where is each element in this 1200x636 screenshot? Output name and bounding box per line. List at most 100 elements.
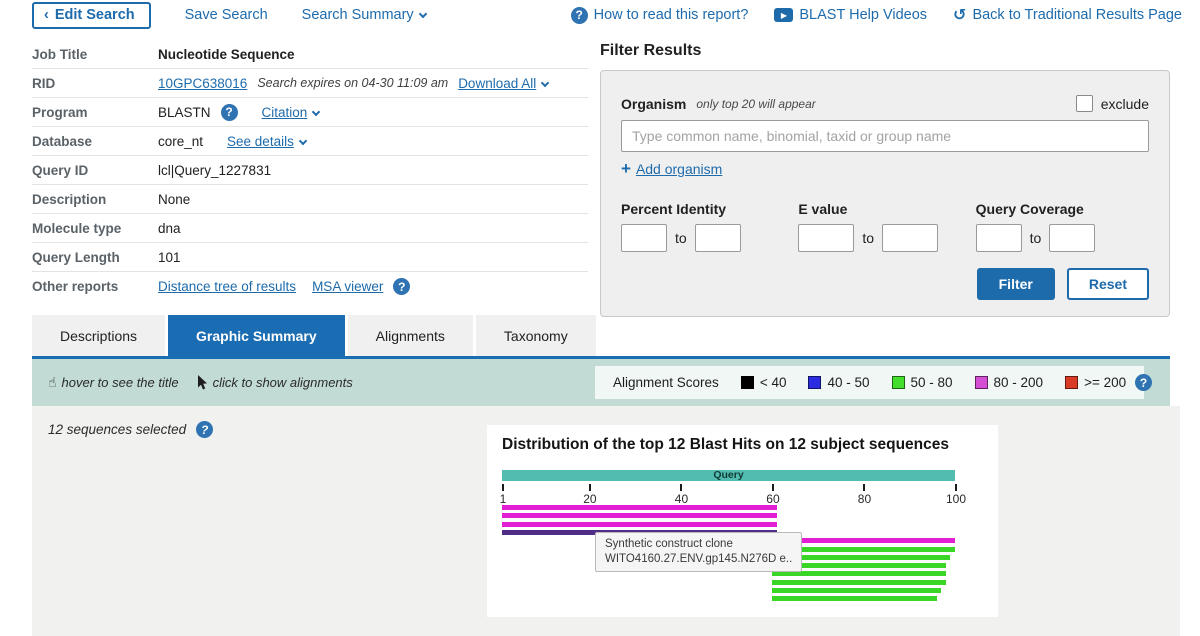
legend-item: 40 - 50	[808, 375, 870, 390]
hit-bar[interactable]	[776, 538, 955, 544]
legend-item: 80 - 200	[974, 375, 1043, 390]
filter-button[interactable]: Filter	[976, 268, 1055, 300]
save-search-link[interactable]: Save Search	[184, 7, 268, 23]
query-coverage-min-input[interactable]	[975, 224, 1022, 252]
legend-item: < 40	[740, 375, 786, 390]
search-summary-dropdown[interactable]: Search Summary	[302, 7, 427, 23]
hit-bar[interactable]	[771, 563, 946, 569]
chart-title: Distribution of the top 12 Blast Hits on…	[502, 436, 949, 453]
graphic-summary-panel: 12 sequences selected Distribution of th…	[32, 406, 1180, 636]
question-circle-icon[interactable]	[220, 103, 238, 121]
hit-tooltip: Synthetic construct clone WITO4160.27.EN…	[595, 532, 803, 572]
alignment-scores-title: Alignment Scores	[613, 375, 719, 390]
percent-identity-label: Percent Identity	[621, 201, 727, 217]
hit-bar[interactable]	[771, 579, 946, 585]
help-videos-link[interactable]: BLAST Help Videos	[774, 7, 927, 23]
hit-bar[interactable]	[502, 505, 777, 510]
hover-hint: hover to see the title	[48, 374, 179, 391]
query-bar-label: Query	[713, 469, 744, 482]
query-length-label: Query Length	[32, 249, 120, 265]
see-details-dropdown[interactable]: See details	[227, 133, 308, 149]
rid-link[interactable]: 10GPC638016	[158, 75, 248, 91]
back-traditional-label: Back to Traditional Results Page	[972, 7, 1182, 23]
percent-identity-min-input[interactable]	[621, 224, 667, 252]
plus-icon: +	[621, 159, 631, 178]
back-traditional-link[interactable]: Back to Traditional Results Page	[953, 5, 1182, 25]
tab-alignments[interactable]: Alignments	[347, 315, 473, 356]
legend-label: 50 - 80	[910, 375, 953, 390]
legend-bar: hover to see the title click to show ali…	[32, 359, 1170, 406]
query-bar: Query	[502, 470, 955, 481]
exclude-checkbox[interactable]	[1075, 95, 1093, 112]
filter-results-title: Filter Results	[600, 42, 702, 59]
sequences-selected-text: 12 sequences selected	[48, 422, 187, 437]
msa-viewer-link[interactable]: MSA viewer	[312, 279, 384, 294]
rid-expiry-note: Search expires on 04-30 11:09 am	[257, 76, 449, 90]
question-circle-icon	[570, 6, 588, 24]
cursor-arrow-icon	[197, 375, 207, 390]
how-to-read-link[interactable]: How to read this report?	[570, 6, 749, 24]
tooltip-line2: WITO4160.27.ENV.gp145.N276D e..	[605, 552, 793, 565]
molecule-type-value: dna	[158, 220, 181, 236]
how-to-read-label: How to read this report?	[593, 7, 749, 23]
query-id-row: Query ID lcl|Query_1227831	[32, 156, 588, 185]
tab-graphic-summary[interactable]: Graphic Summary	[168, 315, 345, 356]
program-label: Program	[32, 104, 88, 120]
reset-button[interactable]: Reset	[1066, 268, 1149, 300]
database-value: core_nt	[158, 133, 204, 149]
axis-tick	[588, 484, 591, 491]
query-coverage-group: Query Coverage to	[975, 201, 1149, 252]
description-row: Description None	[32, 185, 588, 214]
tab-descriptions[interactable]: Descriptions	[32, 315, 166, 356]
axis-tick	[502, 484, 504, 491]
hover-hint-label: hover to see the title	[61, 375, 179, 390]
legend-swatch-icon	[740, 376, 754, 389]
database-label: Database	[32, 133, 93, 149]
top-toolbar: ‹ Edit Search Save Search Search Summary …	[32, 0, 1182, 30]
query-coverage-label: Query Coverage	[975, 201, 1084, 217]
hit-bar[interactable]	[781, 554, 951, 560]
axis-tick-label: 40	[674, 492, 689, 506]
hit-bar[interactable]	[502, 521, 777, 527]
hit-bar[interactable]	[771, 596, 937, 602]
hit-bar[interactable]	[502, 513, 777, 519]
organism-label: Organism	[621, 95, 687, 112]
hit-bar[interactable]	[771, 588, 942, 593]
evalue-max-input[interactable]	[882, 224, 939, 252]
question-circle-icon[interactable]	[393, 278, 411, 295]
query-length-row: Query Length 101	[32, 243, 588, 272]
citation-dropdown[interactable]: Citation	[262, 105, 321, 120]
see-details-label: See details	[227, 133, 294, 149]
legend-item: 50 - 80	[891, 375, 953, 390]
query-coverage-max-input[interactable]	[1049, 224, 1096, 252]
rid-label: RID	[32, 75, 56, 91]
percent-identity-max-input[interactable]	[694, 224, 741, 252]
legend-swatch-icon	[974, 376, 988, 389]
question-circle-icon[interactable]	[1135, 374, 1152, 391]
hand-pointer-icon	[48, 374, 57, 391]
distance-tree-link[interactable]: Distance tree of results	[158, 279, 297, 294]
hit-distribution-chart: Distribution of the top 12 Blast Hits on…	[487, 425, 998, 617]
back-arrow-icon	[953, 5, 966, 25]
molecule-type-row: Molecule type dna	[32, 214, 588, 243]
tab-taxonomy[interactable]: Taxonomy	[475, 315, 596, 356]
exclude-label: exclude	[1100, 95, 1149, 112]
axis-tick-label: 1	[499, 492, 507, 506]
organism-note: only top 20 will appear	[696, 96, 816, 111]
job-title-row: Job Title Nucleotide Sequence	[32, 40, 588, 69]
filter-panel: Organism only top 20 will appear exclude…	[600, 70, 1170, 317]
axis-tick-label: 20	[583, 492, 597, 506]
chevron-down-icon	[312, 107, 321, 116]
job-title-label: Job Title	[32, 46, 88, 62]
download-all-dropdown[interactable]: Download All	[458, 76, 550, 91]
add-organism-link[interactable]: + Add organism	[621, 159, 722, 179]
organism-input[interactable]	[621, 120, 1149, 152]
hit-bar[interactable]	[771, 571, 946, 577]
evalue-min-input[interactable]	[798, 224, 855, 252]
edit-search-button[interactable]: ‹ Edit Search	[32, 1, 151, 29]
hit-bar[interactable]	[776, 546, 955, 552]
question-circle-icon[interactable]	[196, 421, 214, 438]
query-id-value: lcl|Query_1227831	[158, 162, 272, 178]
to-label: to	[675, 230, 687, 246]
query-id-label: Query ID	[32, 162, 89, 178]
